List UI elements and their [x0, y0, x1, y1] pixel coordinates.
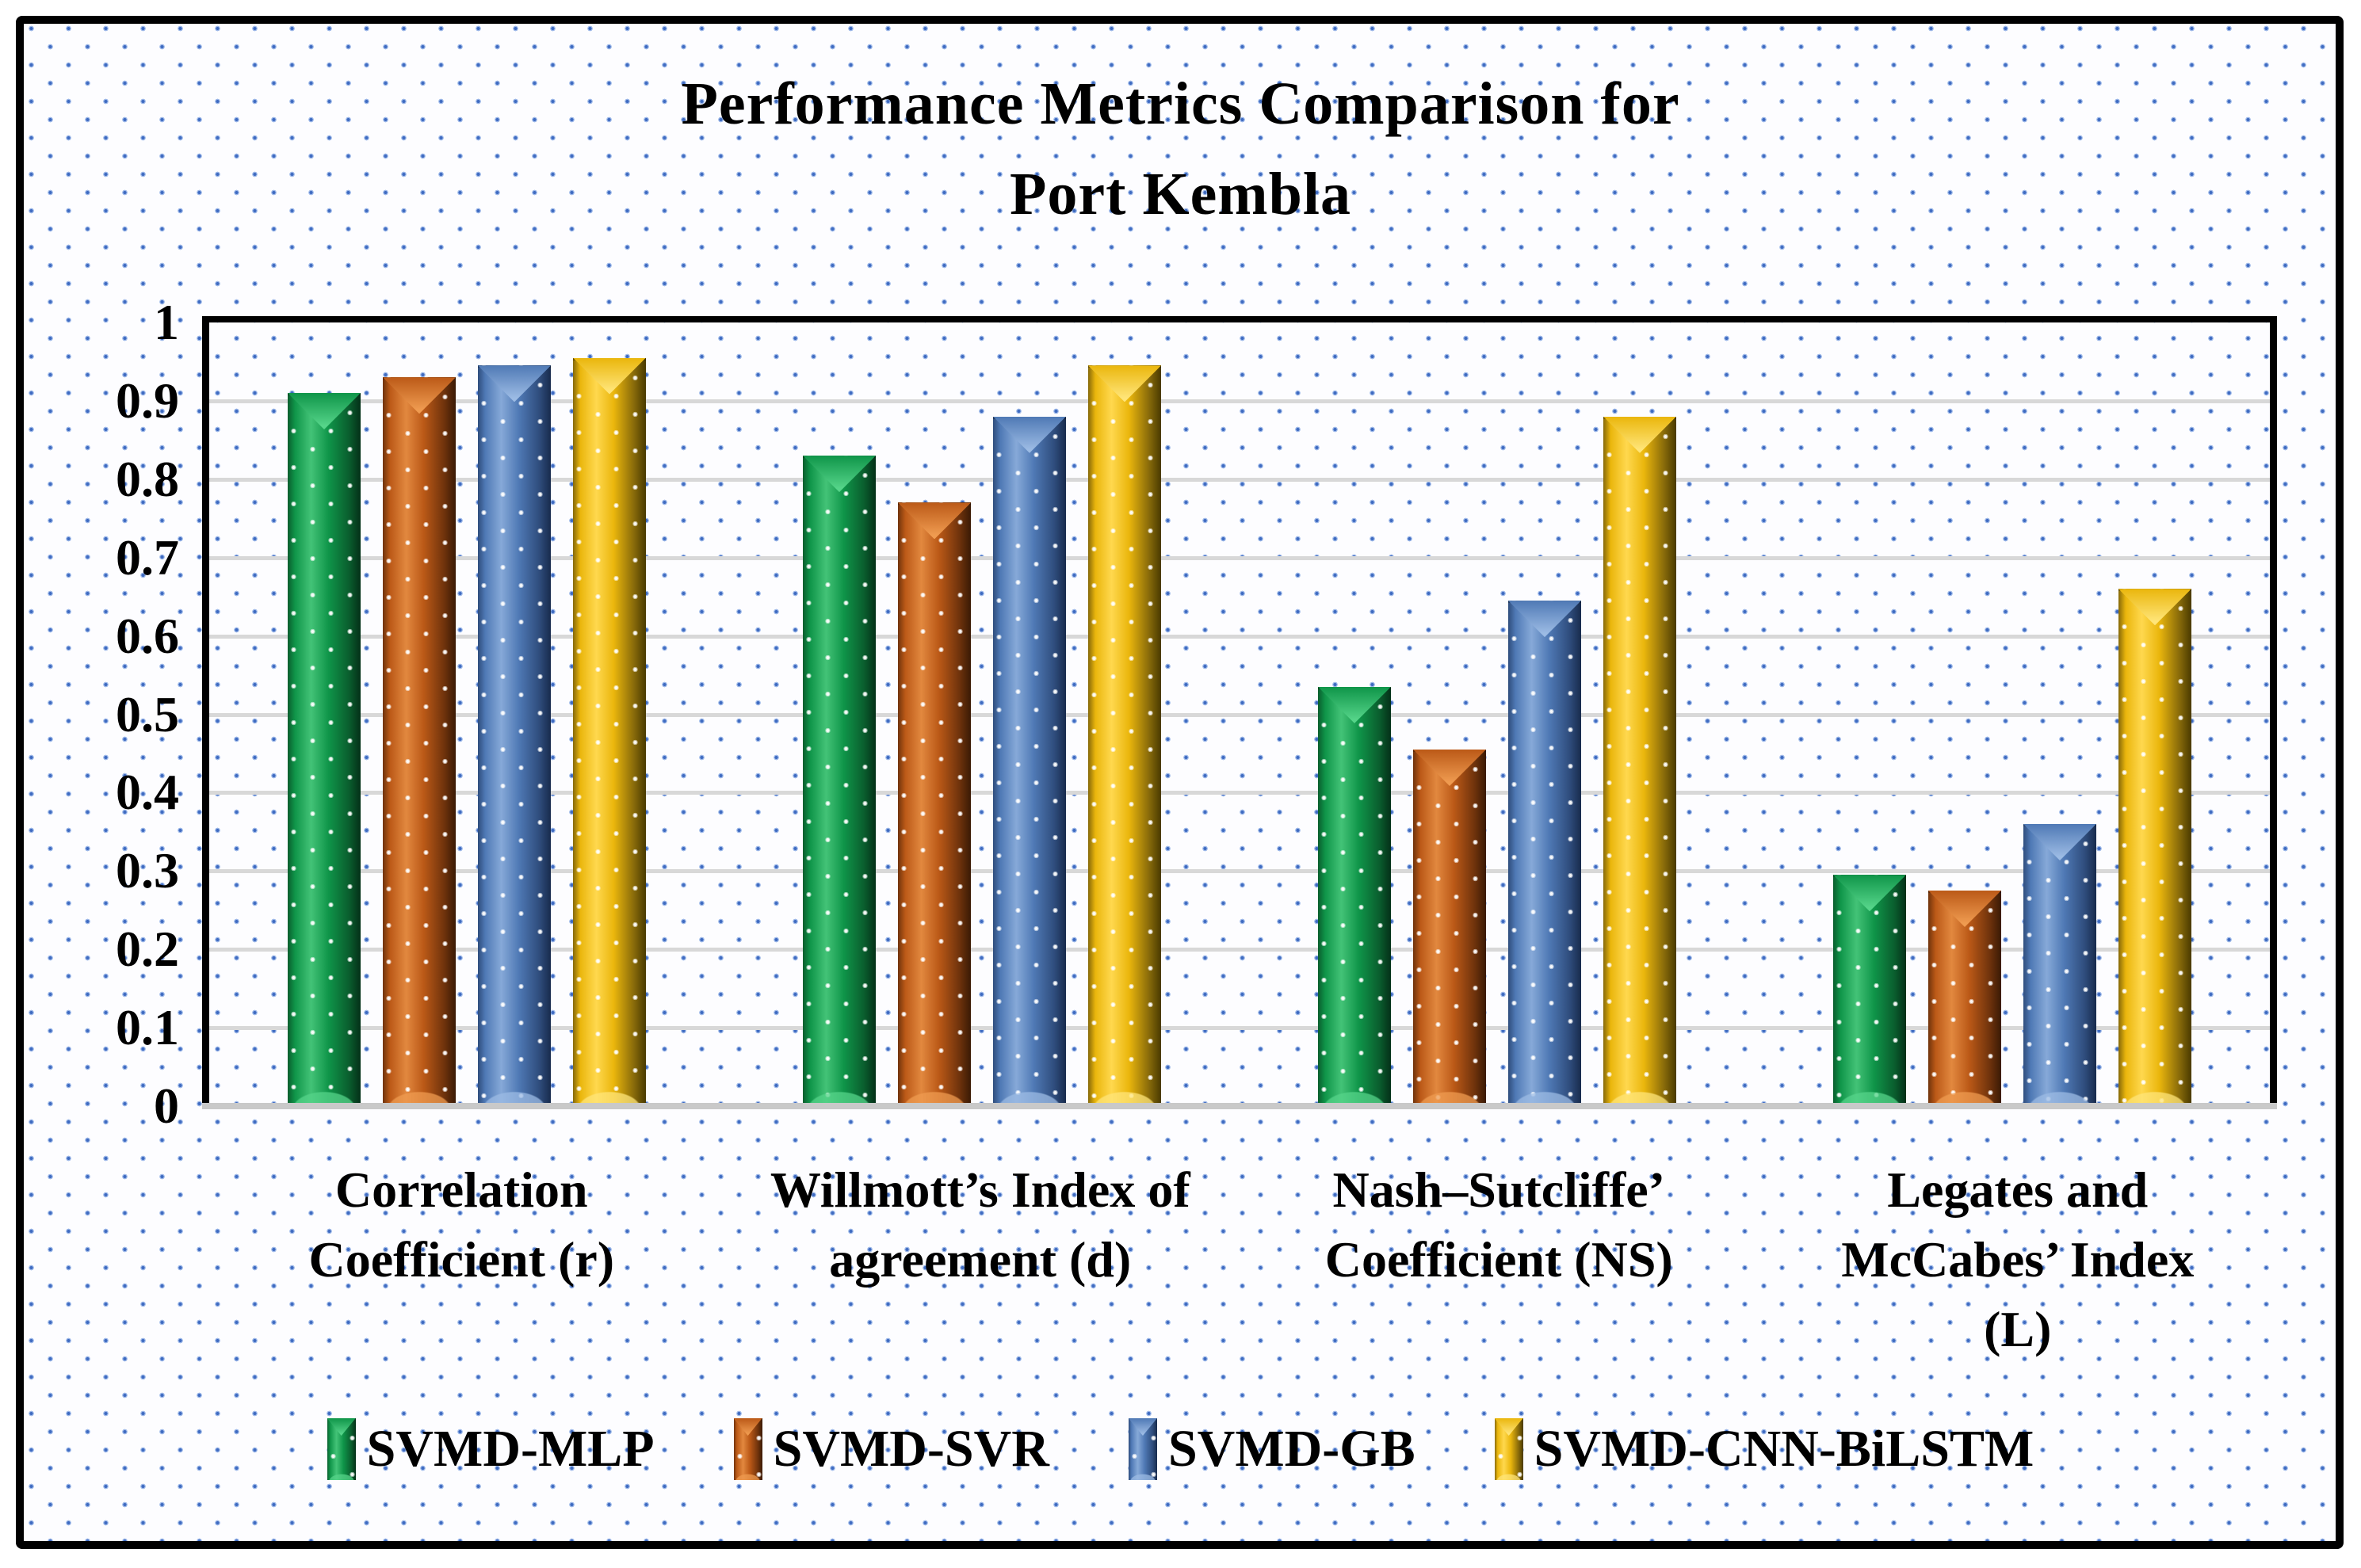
x-category-label-4: Legates and McCabes’ Index (L)	[1841, 1155, 2194, 1364]
y-tick-label-0.2: 0.2	[116, 921, 179, 978]
y-tick-label-0.7: 0.7	[116, 528, 179, 586]
x-category-label-line: Coefficient (r)	[308, 1231, 615, 1288]
bar-group-4	[1755, 322, 2270, 1107]
chart-title: Performance Metrics Comparison for Port …	[0, 59, 2361, 239]
x-category-slot-2: Willmott’s Index of agreement (d)	[721, 1155, 1240, 1364]
plot-area	[202, 316, 2277, 1109]
y-tick-label-0.9: 0.9	[116, 372, 179, 429]
gridline-0.7	[209, 555, 2270, 560]
x-category-label-line: Nash–Sutcliffe’	[1332, 1162, 1666, 1218]
bar-svmd-svr-group4	[1928, 891, 2001, 1106]
y-tick-label-0.3: 0.3	[116, 842, 179, 899]
x-category-label-line: Willmott’s Index of	[770, 1162, 1190, 1218]
gridline-0.9	[209, 399, 2270, 403]
legend-label: SVMD-SVR	[773, 1420, 1049, 1478]
x-category-label-line: Legates and	[1887, 1162, 2149, 1218]
y-tick-label-0.5: 0.5	[116, 685, 179, 742]
bar-svmd-cnn-bilstm-group4	[2118, 589, 2191, 1106]
y-tick-label-0.6: 0.6	[116, 607, 179, 664]
x-category-label-2: Willmott’s Index of agreement (d)	[770, 1155, 1190, 1364]
legend-marker-icon	[733, 1418, 762, 1480]
x-category-slot-4: Legates and McCabes’ Index (L)	[1759, 1155, 2278, 1364]
legend-item-svmd-svr: SVMD-SVR	[733, 1418, 1049, 1480]
legend: SVMD-MLP SVMD-SVR SVMD-GB SVMD-CNN-BiLSTM	[0, 1418, 2361, 1480]
y-axis-labels: 1 0.9 0.8 0.7 0.6 0.5 0.4 0.3 0.2 0.1 0	[0, 294, 187, 1134]
bar-svmd-mlp-group3	[1318, 686, 1391, 1107]
chart-title-line-1: Performance Metrics Comparison for	[681, 71, 1680, 137]
x-category-label-1: Correlation Coefficient (r)	[308, 1155, 614, 1364]
bar-svmd-cnn-bilstm-group1	[573, 357, 646, 1107]
gridline-0.8	[209, 477, 2270, 482]
x-category-label-line: Correlation	[334, 1162, 588, 1218]
bar-svmd-svr-group2	[898, 502, 971, 1106]
x-axis-line	[202, 1103, 2277, 1109]
bar-svmd-gb-group3	[1508, 601, 1581, 1106]
bar-group-2	[724, 322, 1240, 1107]
gridline-0.5	[209, 712, 2270, 717]
bar-group-1	[209, 322, 724, 1107]
legend-item-svmd-gb: SVMD-GB	[1128, 1418, 1415, 1480]
legend-item-svmd-mlp: SVMD-MLP	[327, 1418, 655, 1480]
bar-svmd-gb-group2	[993, 416, 1066, 1107]
y-tick-label-0.8: 0.8	[116, 450, 179, 507]
legend-label: SVMD-CNN-BiLSTM	[1534, 1420, 2034, 1478]
chart-title-line-2: Port Kembla	[1009, 161, 1351, 227]
legend-label: SVMD-GB	[1167, 1420, 1415, 1478]
figure-border-frame	[16, 16, 2344, 1549]
gridline-0.4	[209, 791, 2270, 795]
legend-marker-icon	[1494, 1418, 1523, 1480]
x-category-label-line: (L)	[1984, 1301, 2052, 1357]
bar-groups	[209, 322, 2270, 1107]
x-category-slot-1: Correlation Coefficient (r)	[202, 1155, 721, 1364]
bar-group-3	[1240, 322, 1755, 1107]
bar-svmd-cnn-bilstm-group2	[1088, 365, 1161, 1106]
x-category-label-line: Coefficient (NS)	[1324, 1231, 1673, 1288]
y-tick-label-0.1: 0.1	[116, 999, 179, 1056]
bar-svmd-mlp-group2	[803, 456, 876, 1106]
bar-svmd-gb-group1	[478, 365, 551, 1106]
bar-svmd-svr-group3	[1413, 750, 1486, 1106]
gridline-0.2	[209, 948, 2270, 952]
y-tick-label-0: 0	[154, 1078, 179, 1134]
x-category-slot-3: Nash–Sutcliffe’ Coefficient (NS)	[1240, 1155, 1759, 1364]
x-category-label-3: Nash–Sutcliffe’ Coefficient (NS)	[1325, 1155, 1673, 1364]
x-category-label-line: McCabes’ Index	[1841, 1231, 2195, 1288]
bar-svmd-mlp-group1	[288, 393, 361, 1106]
legend-marker-icon	[327, 1418, 356, 1480]
x-category-label-line: agreement (d)	[829, 1231, 1132, 1288]
gridline-0.3	[209, 869, 2270, 874]
x-axis-labels: Correlation Coefficient (r) Willmott’s Ind…	[202, 1155, 2277, 1364]
y-tick-label-0.4: 0.4	[116, 764, 179, 821]
bar-svmd-svr-group1	[383, 377, 456, 1106]
legend-item-svmd-cnn-bilstm: SVMD-CNN-BiLSTM	[1494, 1418, 2034, 1480]
gridline-0.1	[209, 1026, 2270, 1031]
bar-svmd-gb-group4	[2023, 823, 2096, 1107]
gridline-0.6	[209, 634, 2270, 639]
legend-marker-icon	[1128, 1418, 1157, 1480]
y-tick-label-1: 1	[154, 294, 179, 350]
legend-label: SVMD-MLP	[366, 1420, 655, 1478]
bar-svmd-mlp-group4	[1833, 875, 1906, 1106]
bar-svmd-cnn-bilstm-group3	[1603, 416, 1676, 1107]
